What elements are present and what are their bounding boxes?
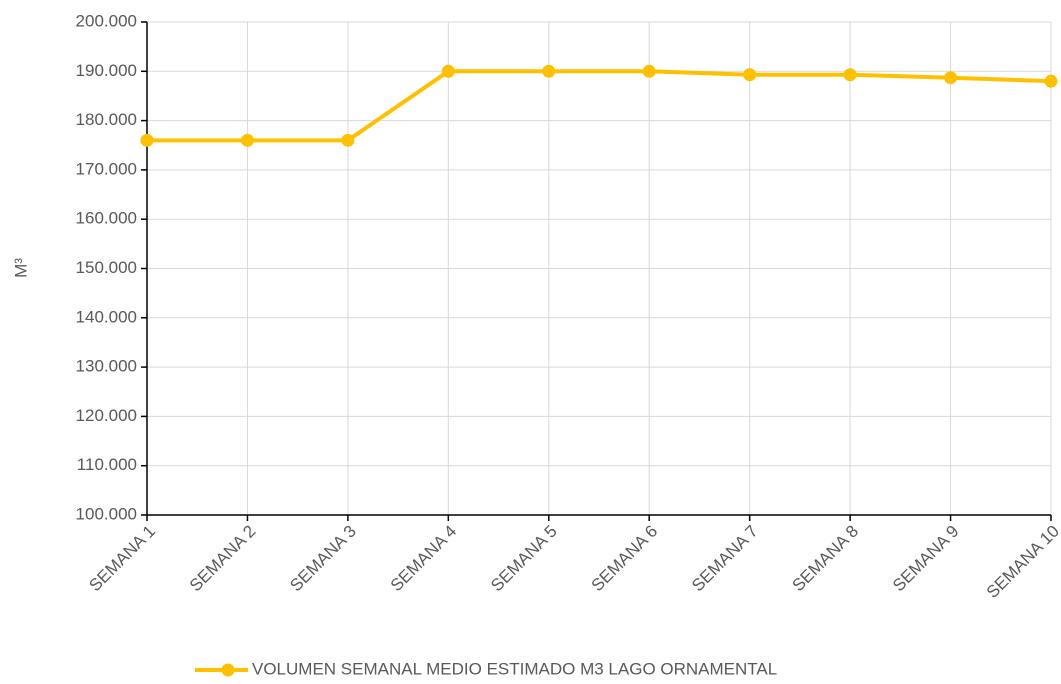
x-tick-label: SEMANA 5 (487, 522, 561, 596)
y-tick-label: 160.000 (76, 209, 137, 228)
y-tick-label: 190.000 (76, 61, 137, 80)
x-tick-label: SEMANA 2 (186, 522, 260, 596)
y-axis-label: M³ (11, 258, 30, 278)
data-point (240, 133, 254, 147)
legend-label: VOLUMEN SEMANAL MEDIO ESTIMADO M3 LAGO O… (252, 659, 777, 678)
y-tick-label: 140.000 (76, 307, 137, 326)
y-tick-label: 200.000 (76, 11, 137, 30)
y-tick-label: 130.000 (76, 357, 137, 376)
x-tick-label: SEMANA 7 (688, 522, 762, 596)
y-tick-label: 150.000 (76, 258, 137, 277)
data-point (341, 133, 355, 147)
data-point (843, 68, 857, 82)
data-point (542, 64, 556, 78)
x-tick-label: SEMANA 6 (588, 522, 662, 596)
y-tick-label: 170.000 (76, 159, 137, 178)
x-tick-label: SEMANA 10 (983, 522, 1061, 602)
legend-marker (221, 663, 235, 677)
x-tick-label: SEMANA 4 (387, 522, 461, 596)
x-tick-label: SEMANA 3 (286, 522, 360, 596)
y-tick-label: 180.000 (76, 110, 137, 129)
y-tick-label: 110.000 (77, 455, 137, 474)
data-point (642, 64, 656, 78)
x-tick-label: SEMANA 1 (85, 522, 159, 596)
x-tick-label: SEMANA 9 (889, 522, 963, 596)
x-tick-label: SEMANA 8 (789, 522, 863, 596)
data-point (743, 68, 757, 82)
data-point (1044, 74, 1058, 88)
data-point (140, 133, 154, 147)
series-line (147, 69, 1052, 143)
y-tick-label: 120.000 (76, 406, 137, 425)
data-point (441, 64, 455, 78)
data-point (944, 71, 958, 85)
y-tick-label: 100.000 (76, 504, 137, 523)
